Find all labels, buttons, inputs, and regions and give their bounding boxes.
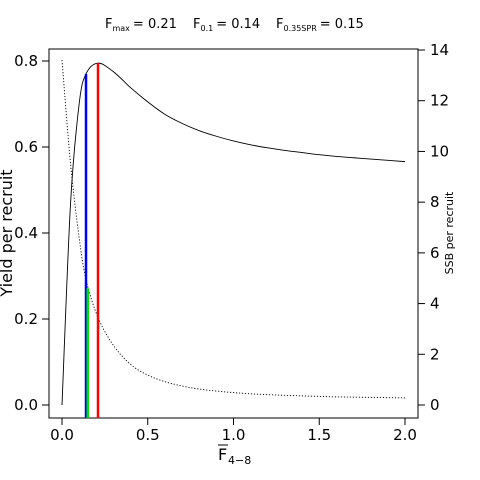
plot-frame xyxy=(48,48,419,419)
yield-line xyxy=(61,62,406,406)
y-tick-label: 0.8 xyxy=(14,52,38,70)
y-right-tick-label: 4 xyxy=(430,295,440,313)
reference-lines xyxy=(84,63,100,418)
x-tick-label: 2.0 xyxy=(393,426,417,444)
x-axis-title-sub: 4−8 xyxy=(228,454,251,467)
y-right-tick-label: 8 xyxy=(430,193,440,211)
f01-label: F0.1 = 0.14 xyxy=(193,17,260,33)
x-axis-title: F 4−8 xyxy=(218,444,251,467)
y-right-tick-label: 6 xyxy=(430,244,440,262)
x-tick-label: 1.0 xyxy=(222,426,246,444)
x-axis-title-main: F xyxy=(218,445,227,464)
x-tick-label: 0.5 xyxy=(136,426,160,444)
y-tick-label: 0.0 xyxy=(14,396,38,414)
y-right-tick-label: 2 xyxy=(430,345,440,363)
x-tick-label: 0.0 xyxy=(50,426,74,444)
y-tick-label: 0.6 xyxy=(14,138,38,156)
axes: 0.0 0.5 1.0 1.5 2.0 0.0 0.2 0.4 0.6 0.8 0 2 4 6 8 10 12 1… xyxy=(14,41,449,444)
y-tick-label: 0.4 xyxy=(14,224,38,242)
f035spr-label: F0.35SPR = 0.15 xyxy=(276,17,364,33)
fmax-label: Fmax = 0.21 xyxy=(105,17,177,33)
y-right-tick-label: 12 xyxy=(430,92,449,110)
x-tick-label: 1.5 xyxy=(307,426,331,444)
y-right-axis-title: SSB per recruit xyxy=(443,191,456,274)
y-right-tick-label: 14 xyxy=(430,41,449,59)
series-layer xyxy=(61,60,406,406)
ssb-line xyxy=(61,60,406,399)
y-right-tick-label: 10 xyxy=(430,142,449,160)
y-right-tick-label: 0 xyxy=(430,396,440,414)
y-axis-title: Yield per recruit xyxy=(0,169,16,297)
y-tick-label: 0.2 xyxy=(14,310,38,328)
